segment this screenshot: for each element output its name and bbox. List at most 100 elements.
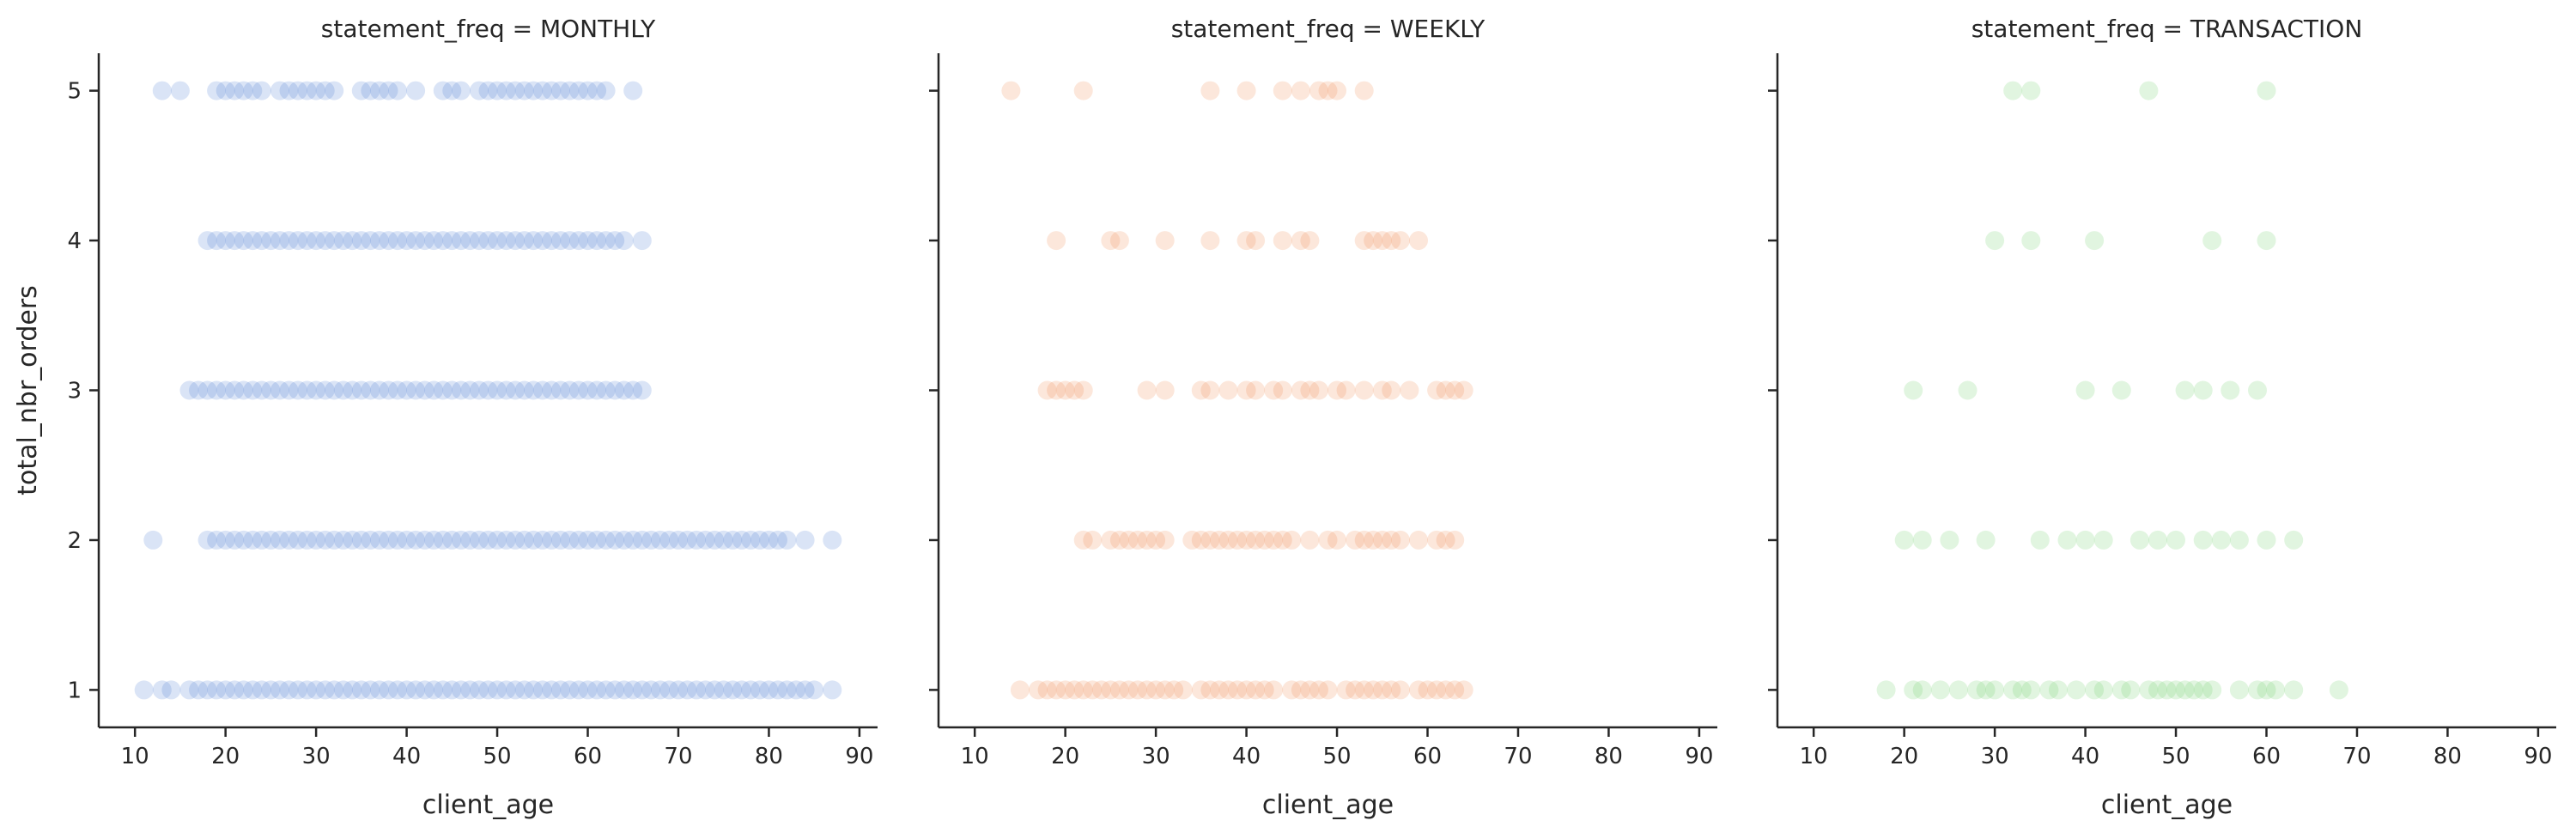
- data-point: [1246, 680, 1266, 700]
- data-point: [1128, 680, 1147, 700]
- data-point: [397, 380, 416, 400]
- data-point: [1155, 530, 1175, 550]
- x-tick-label: 30: [302, 744, 331, 769]
- data-point: [514, 530, 534, 550]
- data-point: [478, 530, 498, 550]
- data-point: [243, 380, 263, 400]
- data-point: [252, 530, 271, 550]
- data-point: [1354, 380, 1374, 400]
- data-point: [1930, 680, 1950, 700]
- data-point: [1264, 380, 1284, 400]
- data-point: [1191, 380, 1211, 400]
- data-point: [605, 380, 625, 400]
- data-point: [1912, 680, 1932, 700]
- data-point: [1904, 380, 1923, 400]
- data-point: [1291, 380, 1310, 400]
- data-point: [2067, 680, 2086, 700]
- data-point: [2012, 680, 2032, 700]
- data-point: [2257, 231, 2276, 251]
- data-point: [243, 530, 263, 550]
- data-point: [2003, 680, 2023, 700]
- data-point: [207, 380, 227, 400]
- data-point: [470, 680, 489, 700]
- data-point: [2085, 680, 2105, 700]
- data-point: [2184, 680, 2204, 700]
- data-point: [1083, 530, 1103, 550]
- data-point: [2093, 530, 2113, 550]
- x-tick-label: 90: [2524, 744, 2552, 769]
- data-point: [2057, 530, 2077, 550]
- data-point: [514, 81, 534, 100]
- data-point: [488, 380, 507, 400]
- data-point: [2175, 380, 2195, 400]
- x-tick-label: 50: [1322, 744, 1351, 769]
- data-point: [2021, 81, 2041, 100]
- data-point: [315, 680, 335, 700]
- data-point: [578, 680, 598, 700]
- data-point: [1047, 680, 1066, 700]
- data-point: [170, 81, 190, 100]
- data-point: [415, 231, 434, 251]
- data-point: [1273, 530, 1292, 550]
- data-point: [361, 81, 380, 100]
- data-point: [1109, 231, 1129, 251]
- x-tick-label: 90: [1685, 744, 1713, 769]
- data-point: [351, 231, 371, 251]
- data-point: [2121, 680, 2141, 700]
- data-point: [1236, 680, 1256, 700]
- data-point: [1173, 680, 1193, 700]
- data-point: [433, 380, 453, 400]
- data-point: [1182, 530, 1202, 550]
- data-point: [270, 530, 289, 550]
- data-point: [2139, 680, 2159, 700]
- data-point: [369, 680, 389, 700]
- data-point: [550, 530, 570, 550]
- y-tick-label: 4: [67, 228, 82, 254]
- data-point: [623, 81, 643, 100]
- data-point: [369, 81, 389, 100]
- data-point: [424, 680, 444, 700]
- data-point: [2193, 380, 2213, 400]
- data-point: [1327, 81, 1346, 100]
- data-point: [1065, 680, 1084, 700]
- data-point: [532, 81, 552, 100]
- data-point: [2193, 680, 2213, 700]
- data-point: [478, 81, 498, 100]
- x-tick-label: 40: [2071, 744, 2099, 769]
- data-point: [1191, 530, 1211, 550]
- data-point: [225, 530, 245, 550]
- data-point: [424, 530, 444, 550]
- data-point: [1073, 81, 1093, 100]
- data-point: [514, 380, 534, 400]
- y-tick-label: 2: [67, 528, 82, 554]
- data-point: [596, 530, 616, 550]
- data-point: [1137, 530, 1157, 550]
- data-point: [1101, 530, 1121, 550]
- data-point: [1101, 231, 1121, 251]
- data-point: [578, 231, 598, 251]
- data-point: [343, 530, 362, 550]
- data-point: [587, 81, 607, 100]
- x-tick-label: 50: [483, 744, 511, 769]
- data-point: [297, 231, 317, 251]
- data-point: [351, 680, 371, 700]
- data-point: [1236, 231, 1256, 251]
- data-point: [1327, 380, 1346, 400]
- data-point: [388, 680, 407, 700]
- data-point: [397, 231, 416, 251]
- data-point: [1382, 530, 1401, 550]
- data-point: [560, 530, 580, 550]
- data-point: [234, 680, 253, 700]
- data-point: [650, 680, 670, 700]
- data-point: [406, 380, 426, 400]
- data-point: [496, 380, 516, 400]
- data-point: [2021, 231, 2041, 251]
- x-tick-label: 80: [1595, 744, 1623, 769]
- data-point: [307, 81, 326, 100]
- data-point: [578, 530, 598, 550]
- data-point: [2129, 530, 2149, 550]
- data-point: [1400, 380, 1419, 400]
- data-point: [1372, 231, 1392, 251]
- data-point: [2266, 680, 2286, 700]
